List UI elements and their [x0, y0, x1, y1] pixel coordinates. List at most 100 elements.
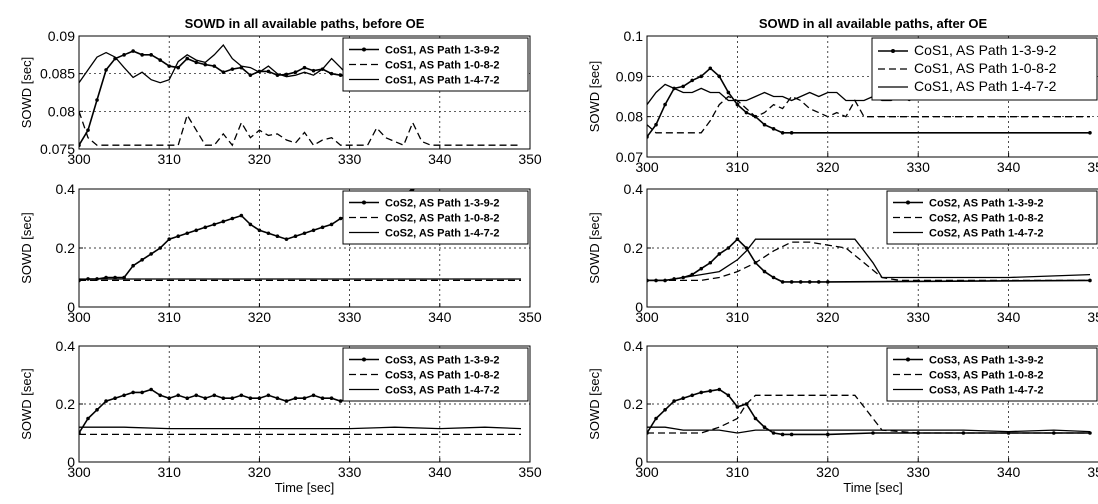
- series-point: [230, 396, 235, 401]
- series-point: [302, 65, 307, 70]
- series-point: [248, 73, 253, 77]
- series-point: [158, 58, 162, 62]
- series-point: [86, 128, 90, 132]
- x-tick-label: 350: [1087, 464, 1098, 480]
- series-point: [1088, 131, 1092, 135]
- legend-label: CoS2, AS Path 1-3-9-2: [385, 198, 500, 210]
- legend-label: CoS2, AS Path 1-0-8-2: [929, 213, 1044, 225]
- series-point: [131, 49, 135, 53]
- y-axis-label: SOWD [sec]: [19, 212, 34, 284]
- series-point: [690, 393, 694, 398]
- series-point: [329, 222, 334, 227]
- y-tick-label: 0.4: [624, 181, 644, 197]
- legend: CoS2, AS Path 1-3-9-2 CoS2, AS Path 1-0-8…: [886, 190, 1098, 245]
- legend-label: CoS1, AS Path 1-0-8-2: [385, 60, 500, 72]
- legend-label: CoS1, AS Path 1-4-7-2: [385, 75, 500, 87]
- series-point: [293, 396, 298, 401]
- x-tick-label: 320: [816, 309, 840, 325]
- series-line: [647, 95, 1090, 134]
- series-point: [176, 393, 181, 398]
- x-tick-label: 300: [67, 309, 91, 325]
- series-point: [140, 53, 144, 57]
- y-tick-label: 0.07: [616, 149, 643, 165]
- series-point: [221, 396, 226, 401]
- series-point: [239, 213, 244, 218]
- chart-panel-left-bottom: 300 310 320 330 340 350 0 0.2 0.4 SOWD [sec] Time …: [19, 338, 542, 495]
- x-tick-label: 340: [997, 309, 1021, 325]
- y-tick-label: 0.4: [624, 338, 644, 354]
- series-point: [104, 68, 108, 72]
- series-point: [185, 56, 190, 61]
- x-tick-label: 340: [997, 159, 1021, 175]
- series-group: [647, 387, 1092, 437]
- series-point: [717, 252, 722, 256]
- y-tick-label: 0.1: [624, 28, 644, 44]
- series-point: [338, 216, 343, 221]
- series-point: [266, 393, 271, 398]
- legend-label: CoS3, AS Path 1-3-9-2: [385, 355, 500, 367]
- legend-label: CoS3, AS Path 1-0-8-2: [929, 370, 1044, 382]
- series-point: [771, 126, 776, 131]
- series-point: [230, 67, 235, 71]
- legend-label: CoS2, AS Path 1-3-9-2: [929, 198, 1044, 210]
- series-point: [338, 73, 343, 77]
- series-point: [212, 222, 217, 227]
- series-line: [79, 43, 351, 84]
- chart-panel-right-bottom: 300 310 320 330 340 350 0 0.2 0.4 SOWD [sec] Time …: [587, 338, 1098, 495]
- x-tick-label: 320: [248, 309, 272, 325]
- legend-marker: [906, 357, 910, 362]
- x-tick-label: 310: [726, 309, 750, 325]
- legend-box: [342, 347, 529, 402]
- series-point: [789, 131, 794, 135]
- series-point: [762, 425, 767, 430]
- series-point: [320, 396, 325, 401]
- x-tick-label: 340: [428, 309, 452, 325]
- y-tick-label: 0: [635, 454, 643, 470]
- series-point: [203, 225, 208, 230]
- series-point: [149, 252, 153, 256]
- series-point: [302, 396, 307, 401]
- series-point: [717, 74, 722, 79]
- series-point: [654, 122, 658, 127]
- series-point: [1052, 431, 1056, 435]
- legend-marker: [362, 200, 366, 205]
- series-point: [212, 393, 217, 398]
- series-point: [726, 90, 731, 95]
- series-point: [185, 396, 190, 401]
- legend-label: CoS2, AS Path 1-4-7-2: [385, 228, 500, 240]
- legend-label: CoS1, AS Path 1-0-8-2: [914, 60, 1057, 76]
- series-point: [311, 228, 316, 233]
- x-tick-label: 310: [158, 309, 182, 325]
- series-line: [647, 394, 1090, 434]
- x-tick-label: 330: [338, 151, 362, 167]
- series-point: [140, 258, 144, 262]
- series-point: [131, 390, 135, 395]
- series-point: [789, 280, 794, 284]
- series-point: [735, 102, 740, 107]
- y-tick-label: 0.2: [56, 240, 76, 256]
- legend-marker: [891, 49, 895, 53]
- series-point: [826, 280, 830, 284]
- y-tick-label: 0.08: [616, 109, 643, 125]
- series-point: [176, 234, 181, 238]
- series-point: [122, 53, 126, 57]
- series-point: [257, 228, 262, 233]
- series-point: [122, 393, 126, 398]
- series-point: [86, 416, 90, 421]
- series-group: [647, 237, 1092, 284]
- series-point: [284, 399, 289, 403]
- series-point: [753, 416, 758, 421]
- series-point: [699, 266, 704, 271]
- series-point: [647, 135, 649, 139]
- series-point: [690, 78, 694, 83]
- y-tick-label: 0.085: [40, 66, 75, 82]
- series-point: [735, 237, 740, 241]
- series-point: [113, 396, 117, 401]
- series-point: [320, 225, 325, 230]
- series-point: [275, 396, 280, 401]
- legend-marker: [362, 47, 366, 52]
- series-point: [311, 393, 316, 398]
- series-point: [158, 246, 162, 250]
- y-tick-label: 0.2: [624, 240, 644, 256]
